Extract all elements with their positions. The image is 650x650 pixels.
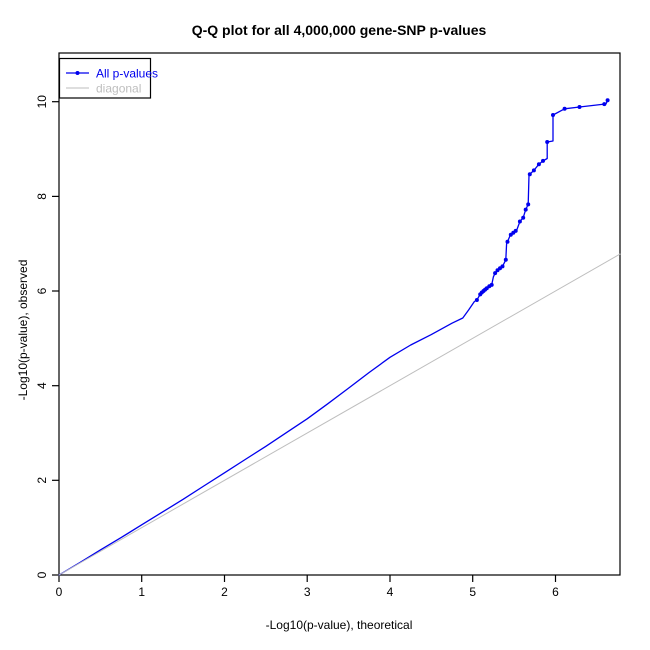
series-line-all-p-values bbox=[58, 99, 609, 576]
data-point bbox=[541, 158, 545, 163]
y-tick-label: 6 bbox=[35, 287, 49, 294]
x-axis-label: -Log10(p-value), theoretical bbox=[266, 618, 413, 632]
legend-border bbox=[58, 57, 152, 99]
x-tick-label: 0 bbox=[56, 585, 63, 599]
x-tick-label: 4 bbox=[387, 585, 394, 599]
data-point bbox=[489, 282, 494, 287]
y-axis-label: -Log10(p-value), observed bbox=[16, 260, 30, 401]
y-tick-label: 4 bbox=[35, 382, 49, 389]
chart-title: Q-Q plot for all 4,000,000 gene-SNP p-va… bbox=[192, 22, 487, 38]
y-tick-label: 0 bbox=[35, 571, 49, 578]
x-axis-ticks: 0 1 2 3 4 5 6 bbox=[56, 575, 559, 599]
data-series bbox=[58, 98, 621, 576]
x-tick-label: 2 bbox=[221, 585, 228, 599]
legend-point-sample-pvalues bbox=[75, 71, 80, 75]
plot-border bbox=[58, 52, 621, 576]
series-line-diagonal bbox=[58, 253, 621, 576]
data-point bbox=[551, 113, 555, 117]
data-point bbox=[531, 168, 536, 173]
data-point bbox=[536, 162, 541, 167]
x-tick-label: 5 bbox=[469, 585, 476, 599]
x-tick-label: 6 bbox=[552, 585, 559, 599]
data-point bbox=[577, 105, 582, 109]
y-tick-label: 10 bbox=[35, 95, 49, 109]
data-point bbox=[493, 271, 498, 276]
data-point bbox=[513, 228, 518, 233]
legend-label-pvalues: All p-values bbox=[96, 67, 158, 81]
y-tick-label: 2 bbox=[35, 477, 49, 484]
data-point bbox=[545, 140, 550, 144]
x-tick-label: 3 bbox=[304, 585, 311, 599]
data-point bbox=[523, 207, 528, 212]
data-point bbox=[474, 298, 479, 302]
data-point bbox=[602, 102, 607, 107]
data-point bbox=[500, 264, 505, 269]
x-tick-label: 1 bbox=[138, 585, 145, 599]
y-tick-label: 8 bbox=[35, 193, 49, 200]
data-point bbox=[505, 239, 510, 244]
data-point bbox=[605, 98, 610, 103]
y-axis-ticks: 0 2 4 6 8 10 bbox=[35, 95, 59, 578]
data-point bbox=[521, 215, 526, 220]
data-point bbox=[562, 106, 567, 111]
data-point bbox=[503, 257, 508, 262]
legend-box: All p-values diagonal bbox=[58, 57, 158, 99]
data-point bbox=[526, 202, 531, 207]
data-point bbox=[517, 219, 522, 224]
data-point bbox=[527, 172, 532, 177]
legend-label-diagonal: diagonal bbox=[96, 82, 141, 96]
